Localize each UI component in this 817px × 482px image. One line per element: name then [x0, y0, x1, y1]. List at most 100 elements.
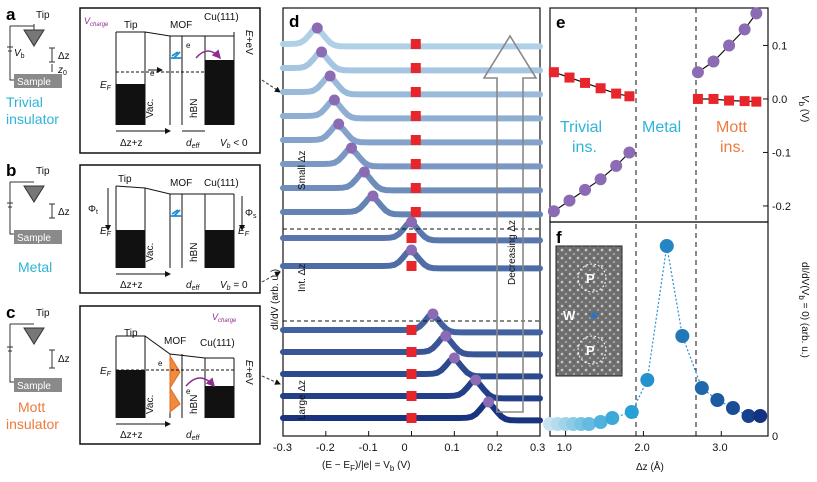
tip-icon-b	[23, 185, 45, 203]
panel-e-square	[564, 72, 575, 83]
col-tip-b: Tip	[118, 174, 132, 185]
ef-label-c: EF	[100, 366, 112, 378]
panel-a-frame	[79, 7, 261, 154]
spectrum-peak-marker	[406, 244, 417, 256]
panel-e-square	[751, 96, 762, 107]
phase-mott-1: Mott	[716, 119, 748, 136]
spectrum-peak-marker	[316, 46, 328, 58]
panel-d-xtick-label: 0	[402, 442, 408, 454]
charge-transfer-arrow-a	[195, 49, 221, 60]
panel-f-marks	[543, 239, 768, 431]
right-label-a: E+eV	[243, 30, 254, 55]
col-tip-a: Tip	[124, 20, 138, 31]
group-large-label: Large Δz	[297, 380, 308, 420]
col-tip-c: Tip	[124, 328, 138, 339]
battery-icon	[7, 46, 13, 52]
state-mott-line2: insulator	[6, 416, 59, 432]
panel-e-ytick-label: -0.2	[772, 201, 791, 213]
panel-d-spectra	[280, 22, 543, 424]
spectrum-peak-marker	[367, 190, 379, 202]
panel-d-xlabel: (E − EF)/|e| = Vb (V)	[322, 460, 410, 473]
vcharge-label-c: Vcharge	[212, 312, 237, 324]
bias-circuit-c	[9, 323, 34, 383]
panel-d-xaxis: -0.3 -0.2 -0.1 0 0.1 0.2 0.3	[273, 431, 545, 454]
sample-label-c: Sample	[17, 381, 51, 392]
dz-bracket	[49, 47, 55, 63]
spectrum-peak-marker	[440, 330, 452, 342]
panel-e: e Trivial ins. Metal Mott ins. 0.1 0.0 -0.…	[547, 7, 810, 436]
spectrum-peak-marker	[346, 142, 358, 154]
spectrum-zero-marker	[406, 233, 417, 243]
panel-c-label: c	[6, 303, 15, 322]
panel-f-point	[725, 401, 740, 415]
panel-a-label: a	[6, 5, 16, 24]
panel-d-xtick-label: -0.3	[273, 442, 292, 454]
panel-f-point	[741, 409, 756, 423]
electron-label-c2: e	[186, 387, 191, 396]
state-mott-line1: Mott	[18, 399, 45, 415]
panel-f-point	[640, 373, 655, 387]
spectrum-zero-marker	[406, 391, 417, 401]
vb-label: Vb	[14, 48, 25, 60]
inset-p-top: P	[586, 271, 595, 286]
inset-p-bottom: P	[586, 343, 595, 358]
spectrum-zero-marker	[410, 183, 421, 193]
panel-c-tip-label: Tip	[36, 308, 50, 319]
col-cu-a: Cu(111)	[204, 12, 239, 23]
right-label-c: E+eV	[243, 360, 254, 385]
panel-f-frame	[549, 221, 769, 437]
spectrum-peak-marker	[470, 374, 482, 386]
panel-e-marks	[547, 7, 763, 218]
mof-state-b	[170, 209, 182, 217]
hbn-label-b: hBN	[189, 243, 200, 262]
spectrum-zero-marker	[410, 207, 421, 217]
electron-label-c1: e	[158, 359, 163, 368]
vac-label-a: Vac.	[145, 99, 156, 118]
dz-label-b: Δz	[58, 207, 70, 218]
dz-label: Δz	[58, 51, 70, 62]
bias-circuit-b	[9, 181, 34, 235]
spectrum-peak-marker	[333, 118, 345, 130]
deff-label-c: deff	[186, 430, 200, 442]
spectrum-peak-marker	[483, 396, 495, 408]
panel-f-point	[694, 381, 709, 395]
panel-f-point	[593, 415, 608, 429]
state-trivial-line1: Trivial	[6, 94, 43, 110]
panel-e-square	[724, 95, 735, 106]
energy-columns-b	[115, 186, 235, 268]
phi-t-label: Φt	[88, 204, 98, 216]
dz-bracket-b	[49, 203, 55, 219]
decreasing-dz-label: Decreasing Δz	[507, 220, 518, 285]
panel-e-square	[739, 96, 750, 107]
panel-f-point	[659, 239, 674, 253]
panel-d-xtick-label: 0.2	[487, 442, 502, 454]
panel-e-square	[692, 93, 703, 104]
panel-e-circle	[738, 23, 751, 36]
charge-transfer-arrow-c	[185, 377, 215, 388]
connector-c-d	[261, 375, 281, 385]
spectrum-zero-marker	[410, 87, 421, 97]
panel-d: d Small Δz Int. Δz Large Δz dI/dV (arb. …	[270, 7, 545, 473]
panel-e-circle	[610, 159, 623, 172]
bias-circuit	[9, 25, 34, 81]
spectrum-zero-marker	[410, 111, 421, 121]
dz-z0-label-c: Δz+z	[120, 430, 143, 441]
panel-e-ylabel: Vb (V)	[797, 95, 810, 122]
vacuum-level-b	[115, 185, 234, 195]
spectrum-zero-marker	[406, 413, 417, 423]
panel-a: a Tip Vb Δz z0 Sample Trivial insulator …	[6, 5, 261, 154]
panel-f-xtick-label: 1.0	[557, 442, 572, 454]
tip-filled-states-a	[116, 84, 145, 125]
group-int-label: Int. Δz	[297, 264, 308, 292]
panel-e-square	[548, 67, 559, 78]
panel-e-ytick-label: -0.1	[772, 147, 791, 159]
spectrum-peak-marker	[324, 70, 336, 82]
spectrum-peak-marker	[311, 22, 323, 34]
panel-e-circle	[691, 66, 704, 79]
tip-filled-states-c	[116, 370, 145, 418]
panel-e-circle	[579, 183, 592, 196]
vacuum-level-a	[116, 31, 234, 37]
ef-label-a: EF	[100, 80, 112, 92]
